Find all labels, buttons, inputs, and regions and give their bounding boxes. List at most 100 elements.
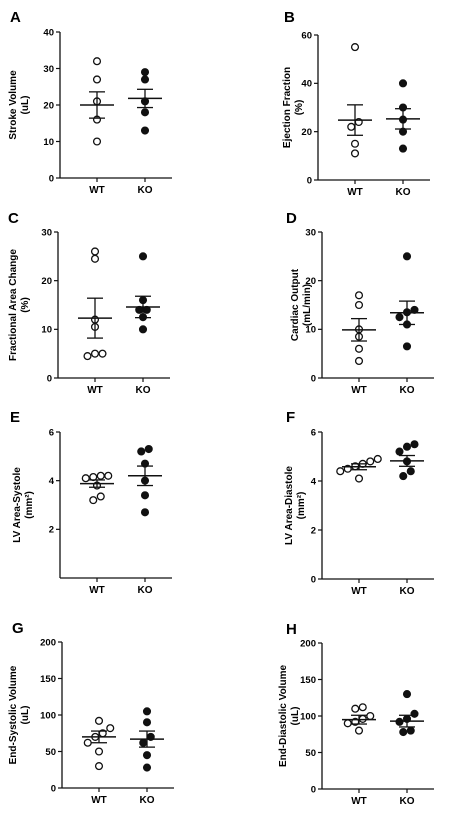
data-point-ko	[406, 467, 415, 476]
data-point-wt	[354, 300, 364, 310]
panel-c: C 0 10 20 30 WT KO Fractional Area Change (%)	[8, 210, 170, 396]
y-tick-label: 2	[311, 525, 316, 536]
x-tick-label-wt: WT	[351, 586, 367, 597]
y-tick-label: 0	[47, 373, 52, 384]
y-axis-label: Ejection Fraction	[282, 67, 293, 148]
data-point-ko	[142, 763, 152, 772]
data-point-wt	[96, 471, 105, 480]
y-tick-label: 150	[40, 674, 56, 685]
panel-g: G 0 50 100 150 200 WT KO End-Systolic Volume (uL)	[8, 620, 174, 806]
y-tick-label: 2	[49, 525, 54, 536]
data-point-ko	[395, 313, 404, 322]
y-tick-label: 20	[305, 276, 316, 287]
panel-letter: G	[12, 620, 24, 637]
y-tick-label: 10	[41, 325, 52, 336]
data-point-ko	[398, 144, 408, 153]
panel-letter: B	[284, 9, 295, 26]
data-point-wt	[92, 137, 102, 146]
y-tick-label: 0	[311, 373, 316, 384]
y-tick-label: 0	[311, 784, 316, 795]
panel-d: D 0 10 20 30 WT KO Cardiac Output (mL/min)	[286, 210, 434, 396]
panel-f: F 0 2 4 6 WT KO LV Area-Diastole (mm²)	[284, 409, 434, 597]
panel-letter: A	[10, 9, 21, 26]
y-axis-label: LV Area-Systole	[12, 467, 23, 543]
data-point-wt	[351, 704, 360, 713]
data-point-wt	[354, 291, 364, 300]
data-point-wt	[336, 467, 345, 476]
x-tick-label-ko: KO	[400, 586, 415, 597]
data-point-wt	[94, 716, 104, 725]
data-point-ko	[402, 690, 412, 699]
y-axis-label: (mm²)	[296, 492, 307, 520]
data-point-wt	[92, 57, 102, 66]
y-tick-label: 40	[43, 27, 54, 38]
data-point-ko	[144, 444, 153, 454]
y-tick-label: 10	[305, 325, 316, 336]
y-tick-label: 30	[41, 227, 52, 238]
y-tick-label: 60	[301, 30, 312, 41]
data-point-ko	[138, 325, 148, 334]
data-point-wt	[96, 492, 105, 501]
y-tick-label: 6	[311, 427, 316, 438]
y-axis-label: LV Area-Diastole	[284, 466, 295, 545]
data-point-wt	[89, 496, 98, 505]
y-tick-label: 0	[307, 175, 312, 186]
y-tick-label: 30	[43, 64, 54, 75]
y-tick-label: 50	[305, 748, 316, 759]
data-point-ko	[137, 447, 146, 456]
data-point-wt	[90, 247, 100, 256]
y-axis-label: (%)	[294, 100, 305, 116]
data-point-wt	[343, 719, 352, 728]
data-point-ko	[410, 440, 419, 449]
x-tick-label-wt: WT	[351, 796, 367, 807]
data-point-wt	[94, 762, 104, 771]
panel-letter: C	[8, 210, 19, 227]
y-tick-label: 200	[300, 638, 316, 649]
data-point-wt	[104, 471, 113, 480]
panel-letter: E	[10, 409, 20, 426]
y-tick-label: 0	[311, 574, 316, 585]
data-point-wt	[354, 344, 364, 353]
y-axis-label: Stroke Volume	[8, 70, 19, 140]
data-point-ko	[410, 709, 419, 718]
y-tick-label: 0	[51, 783, 56, 794]
y-tick-label: 10	[43, 137, 54, 148]
y-tick-label: 20	[41, 276, 52, 287]
y-axis-label: (uL)	[20, 96, 31, 115]
panel-letter: F	[286, 409, 295, 426]
y-tick-label: 100	[40, 710, 56, 721]
y-axis-label: Cardiac Output	[290, 268, 301, 341]
data-point-wt	[90, 254, 100, 263]
data-point-wt	[366, 457, 375, 466]
data-point-ko	[140, 126, 150, 135]
data-point-wt	[81, 474, 90, 483]
panel-e: E 2 4 6 WT KO LV Area-Systole (mm²)	[10, 409, 172, 596]
data-point-ko	[140, 491, 150, 500]
data-point-wt	[90, 349, 100, 358]
data-point-ko	[140, 75, 150, 84]
y-tick-label: 4	[311, 476, 317, 487]
x-tick-label-ko: KO	[136, 385, 151, 396]
y-axis-label: Fractional Area Change	[8, 249, 19, 361]
data-point-ko	[142, 718, 152, 727]
panel-letter: D	[286, 210, 297, 227]
data-point-ko	[402, 442, 412, 451]
data-point-wt	[354, 726, 364, 735]
data-point-ko	[138, 252, 148, 261]
y-axis-label: (uL)	[20, 706, 31, 725]
data-point-ko	[140, 108, 150, 117]
x-tick-label-wt: WT	[89, 585, 105, 596]
data-point-wt	[92, 75, 102, 84]
y-tick-label: 200	[40, 637, 56, 648]
data-point-ko	[402, 342, 412, 351]
y-tick-label: 4	[49, 476, 55, 487]
x-tick-label-wt: WT	[351, 385, 367, 396]
x-tick-label-wt: WT	[87, 385, 103, 396]
x-tick-label-ko: KO	[400, 796, 415, 807]
y-axis-label: End-Diastolic Volume	[278, 665, 289, 767]
data-point-ko	[406, 726, 415, 735]
y-tick-label: 6	[49, 427, 54, 438]
panel-a: A 0 10 20 30 40 WT KO Stroke Volume (uL)	[8, 9, 172, 196]
data-point-ko	[139, 738, 148, 747]
